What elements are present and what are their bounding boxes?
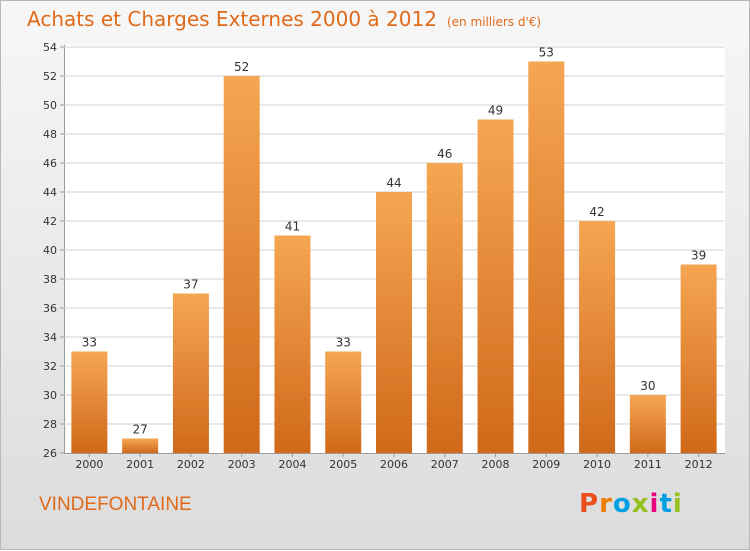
bar — [223, 76, 260, 453]
proxiti-logo: Proxiti — [579, 489, 683, 519]
y-tick-label: 54 — [43, 41, 57, 54]
data-label: 44 — [386, 176, 401, 190]
data-label: 53 — [539, 46, 554, 60]
chart-title: Achats et Charges Externes 2000 à 2012 (e… — [27, 7, 541, 31]
bar — [680, 264, 717, 453]
logo-letter: t — [659, 489, 673, 519]
y-tick-label: 38 — [43, 273, 57, 286]
x-tick-label: 2009 — [532, 458, 560, 471]
x-tick-label: 2008 — [482, 458, 510, 471]
chart-title-text: Achats et Charges Externes 2000 à 2012 — [27, 7, 437, 31]
x-tick-label: 2002 — [177, 458, 205, 471]
y-tick-label: 26 — [43, 447, 57, 460]
bar — [122, 438, 159, 453]
x-tick-label: 2007 — [431, 458, 459, 471]
bar — [477, 119, 514, 453]
y-tick-label: 46 — [43, 157, 57, 170]
data-label: 42 — [589, 205, 604, 219]
bar — [325, 351, 362, 453]
bar — [426, 163, 463, 453]
y-tick-label: 28 — [43, 418, 57, 431]
data-label: 33 — [82, 336, 97, 350]
x-tick-label: 2011 — [634, 458, 662, 471]
y-tick-label: 52 — [43, 70, 57, 83]
x-tick-label: 2006 — [380, 458, 408, 471]
bar — [579, 221, 616, 453]
data-label: 52 — [234, 60, 249, 74]
data-label: 41 — [285, 220, 300, 234]
y-tick-label: 36 — [43, 302, 57, 315]
logo-letter: o — [612, 489, 632, 519]
bar — [274, 235, 311, 453]
y-tick-label: 44 — [43, 186, 57, 199]
bar — [528, 61, 565, 453]
x-tick-label: 2005 — [329, 458, 357, 471]
bar — [172, 293, 209, 453]
x-tick-label: 2010 — [583, 458, 611, 471]
logo-letter: i — [672, 489, 683, 519]
data-label: 27 — [133, 423, 148, 437]
x-tick-label: 2003 — [228, 458, 256, 471]
x-tick-label: 2012 — [685, 458, 713, 471]
x-tick-label: 2000 — [75, 458, 103, 471]
x-tick-label: 2004 — [278, 458, 306, 471]
chart-unit-text: (en milliers d'€) — [446, 15, 542, 29]
logo-letter: i — [649, 489, 660, 519]
bar — [629, 395, 666, 453]
y-tick-label: 40 — [43, 244, 57, 257]
y-tick-label: 42 — [43, 215, 57, 228]
commune-name: VINDEFONTAINE — [39, 494, 192, 515]
y-tick-label: 50 — [43, 99, 57, 112]
data-label: 46 — [437, 147, 452, 161]
data-label: 39 — [691, 249, 706, 263]
data-label: 33 — [336, 336, 351, 350]
data-label: 37 — [183, 278, 198, 292]
y-tick-label: 48 — [43, 128, 57, 141]
y-tick-label: 34 — [43, 331, 57, 344]
bar — [71, 351, 108, 453]
data-label: 30 — [640, 379, 655, 393]
logo-letter: P — [579, 489, 600, 519]
logo-letter: x — [631, 489, 650, 519]
x-tick-label: 2001 — [126, 458, 154, 471]
bar — [376, 192, 412, 453]
logo-letter: r — [599, 489, 613, 519]
y-tick-label: 32 — [43, 360, 57, 373]
data-label: 49 — [488, 104, 503, 118]
y-tick-label: 30 — [43, 389, 57, 402]
